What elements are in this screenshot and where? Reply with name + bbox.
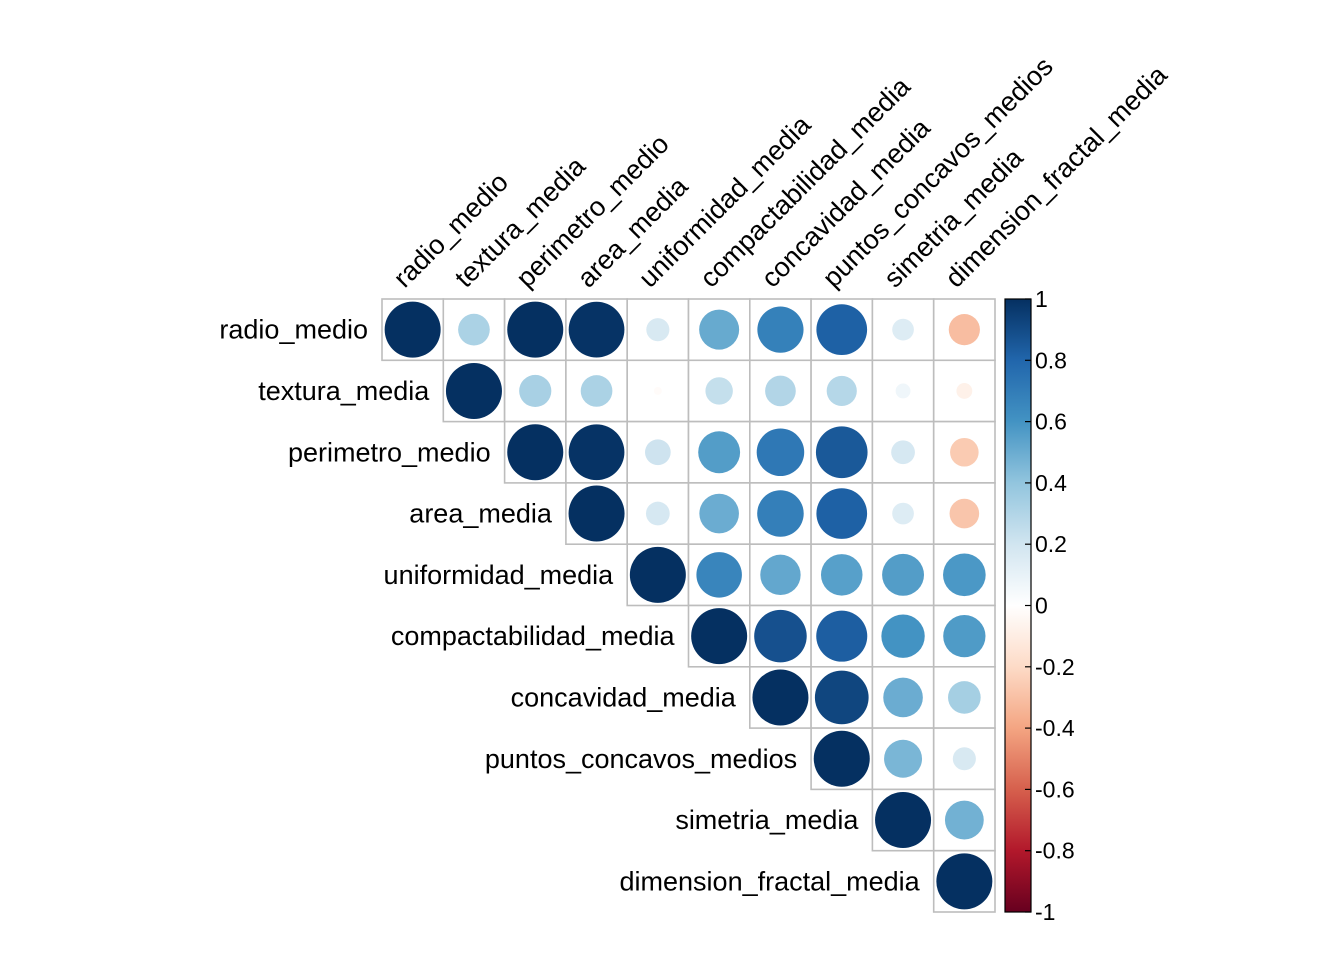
row-label: compactabilidad_media (391, 621, 676, 651)
correlation-circle (699, 493, 739, 534)
correlation-circle (949, 498, 980, 529)
row-label: uniformidad_media (384, 560, 615, 590)
color-legend-tick-label: 0.8 (1035, 347, 1067, 373)
correlation-circle (944, 800, 984, 840)
correlation-circle (699, 309, 740, 350)
correlation-circle (891, 440, 915, 465)
correlation-circle (765, 375, 796, 407)
correlation-circle (814, 670, 869, 725)
correlation-circle (698, 431, 741, 474)
color-legend-tick-label: -0.4 (1035, 715, 1075, 741)
color-legend-tick-label: 0.4 (1035, 470, 1067, 496)
correlation-circle (696, 552, 742, 598)
row-label: perimetro_medio (288, 437, 491, 467)
correlation-circle (757, 490, 804, 537)
row-label: area_media (409, 499, 553, 529)
correlation-circle (813, 730, 870, 787)
correlation-circle (445, 362, 502, 419)
correlation-circle (948, 681, 981, 714)
row-label: textura_media (258, 376, 430, 406)
correlation-circle (568, 301, 625, 358)
color-legend: 1 0.8 0.6 0.4 0.2 0 -0.2 -0.4 -0.6 -0.8 -1 (1004, 286, 1075, 925)
correlation-circle (645, 501, 670, 526)
correlation-circle (892, 318, 914, 341)
correlation-circle (816, 304, 868, 356)
correlation-circle (756, 428, 805, 477)
color-legend-tick-label: -0.6 (1035, 776, 1075, 802)
row-label: puntos_concavos_medios (485, 744, 797, 774)
correlation-circle (816, 488, 868, 539)
correlation-circle (895, 383, 911, 399)
row-label: simetria_media (675, 805, 859, 835)
column-labels: radio_mediotextura_mediaperimetro_medioa… (388, 51, 1174, 293)
correlation-circle (691, 608, 748, 665)
color-legend-tick-label: 0 (1035, 593, 1048, 619)
correlation-circle (875, 792, 932, 849)
correlation-circle (645, 439, 671, 466)
correlation-circle (507, 301, 564, 358)
correlation-circle (646, 318, 670, 342)
color-legend-tick-label: 0.2 (1035, 531, 1067, 557)
correlation-circles (384, 301, 993, 910)
correlation-circle (580, 375, 613, 407)
correlation-circle (816, 610, 868, 662)
row-label: dimension_fractal_media (620, 866, 921, 896)
correlation-circle (384, 301, 441, 358)
color-legend-tick-label: 1 (1035, 286, 1048, 312)
correlation-circle (881, 614, 925, 658)
correlation-circle (826, 375, 857, 407)
row-label: concavidad_media (511, 682, 737, 712)
correlation-circle (956, 383, 973, 399)
correlation-circle (952, 747, 976, 771)
correlation-circle (507, 424, 564, 481)
row-labels: radio_medio textura_media perimetro_medioa… (219, 315, 920, 897)
correlation-circle (705, 377, 733, 405)
correlation-circle (892, 502, 914, 525)
correlation-circle (568, 424, 625, 481)
correlation-circle (752, 669, 809, 726)
correlation-circle (629, 546, 686, 603)
correlation-circle (519, 374, 552, 408)
color-legend-tick-label: -1 (1035, 899, 1055, 925)
correlation-circle (815, 426, 868, 479)
correlation-circle (948, 314, 980, 346)
column-label: puntos_concavos_medios (817, 51, 1059, 293)
color-legend-tick-label: -0.2 (1035, 654, 1075, 680)
matrix-cell (626, 359, 690, 423)
matrix-cell (626, 420, 690, 484)
correlation-circle (757, 306, 804, 353)
color-legend-tick-label: -0.8 (1035, 838, 1075, 864)
correlation-circle (950, 437, 979, 467)
correlation-circle (884, 739, 923, 778)
correlation-circle (458, 313, 490, 346)
row-label: radio_medio (219, 315, 368, 345)
correlation-circle (943, 553, 986, 597)
correlation-circle (883, 677, 923, 718)
correlation-circle (754, 609, 807, 663)
correlation-circle (943, 615, 986, 658)
correlation-circle (882, 553, 925, 596)
correlation-circle (820, 554, 863, 596)
correlation-circle (760, 554, 801, 596)
color-legend-tick-label: 0.6 (1035, 409, 1067, 435)
correlation-circle (936, 853, 993, 910)
correlation-circle (568, 485, 625, 542)
correlation-circle (653, 386, 662, 395)
